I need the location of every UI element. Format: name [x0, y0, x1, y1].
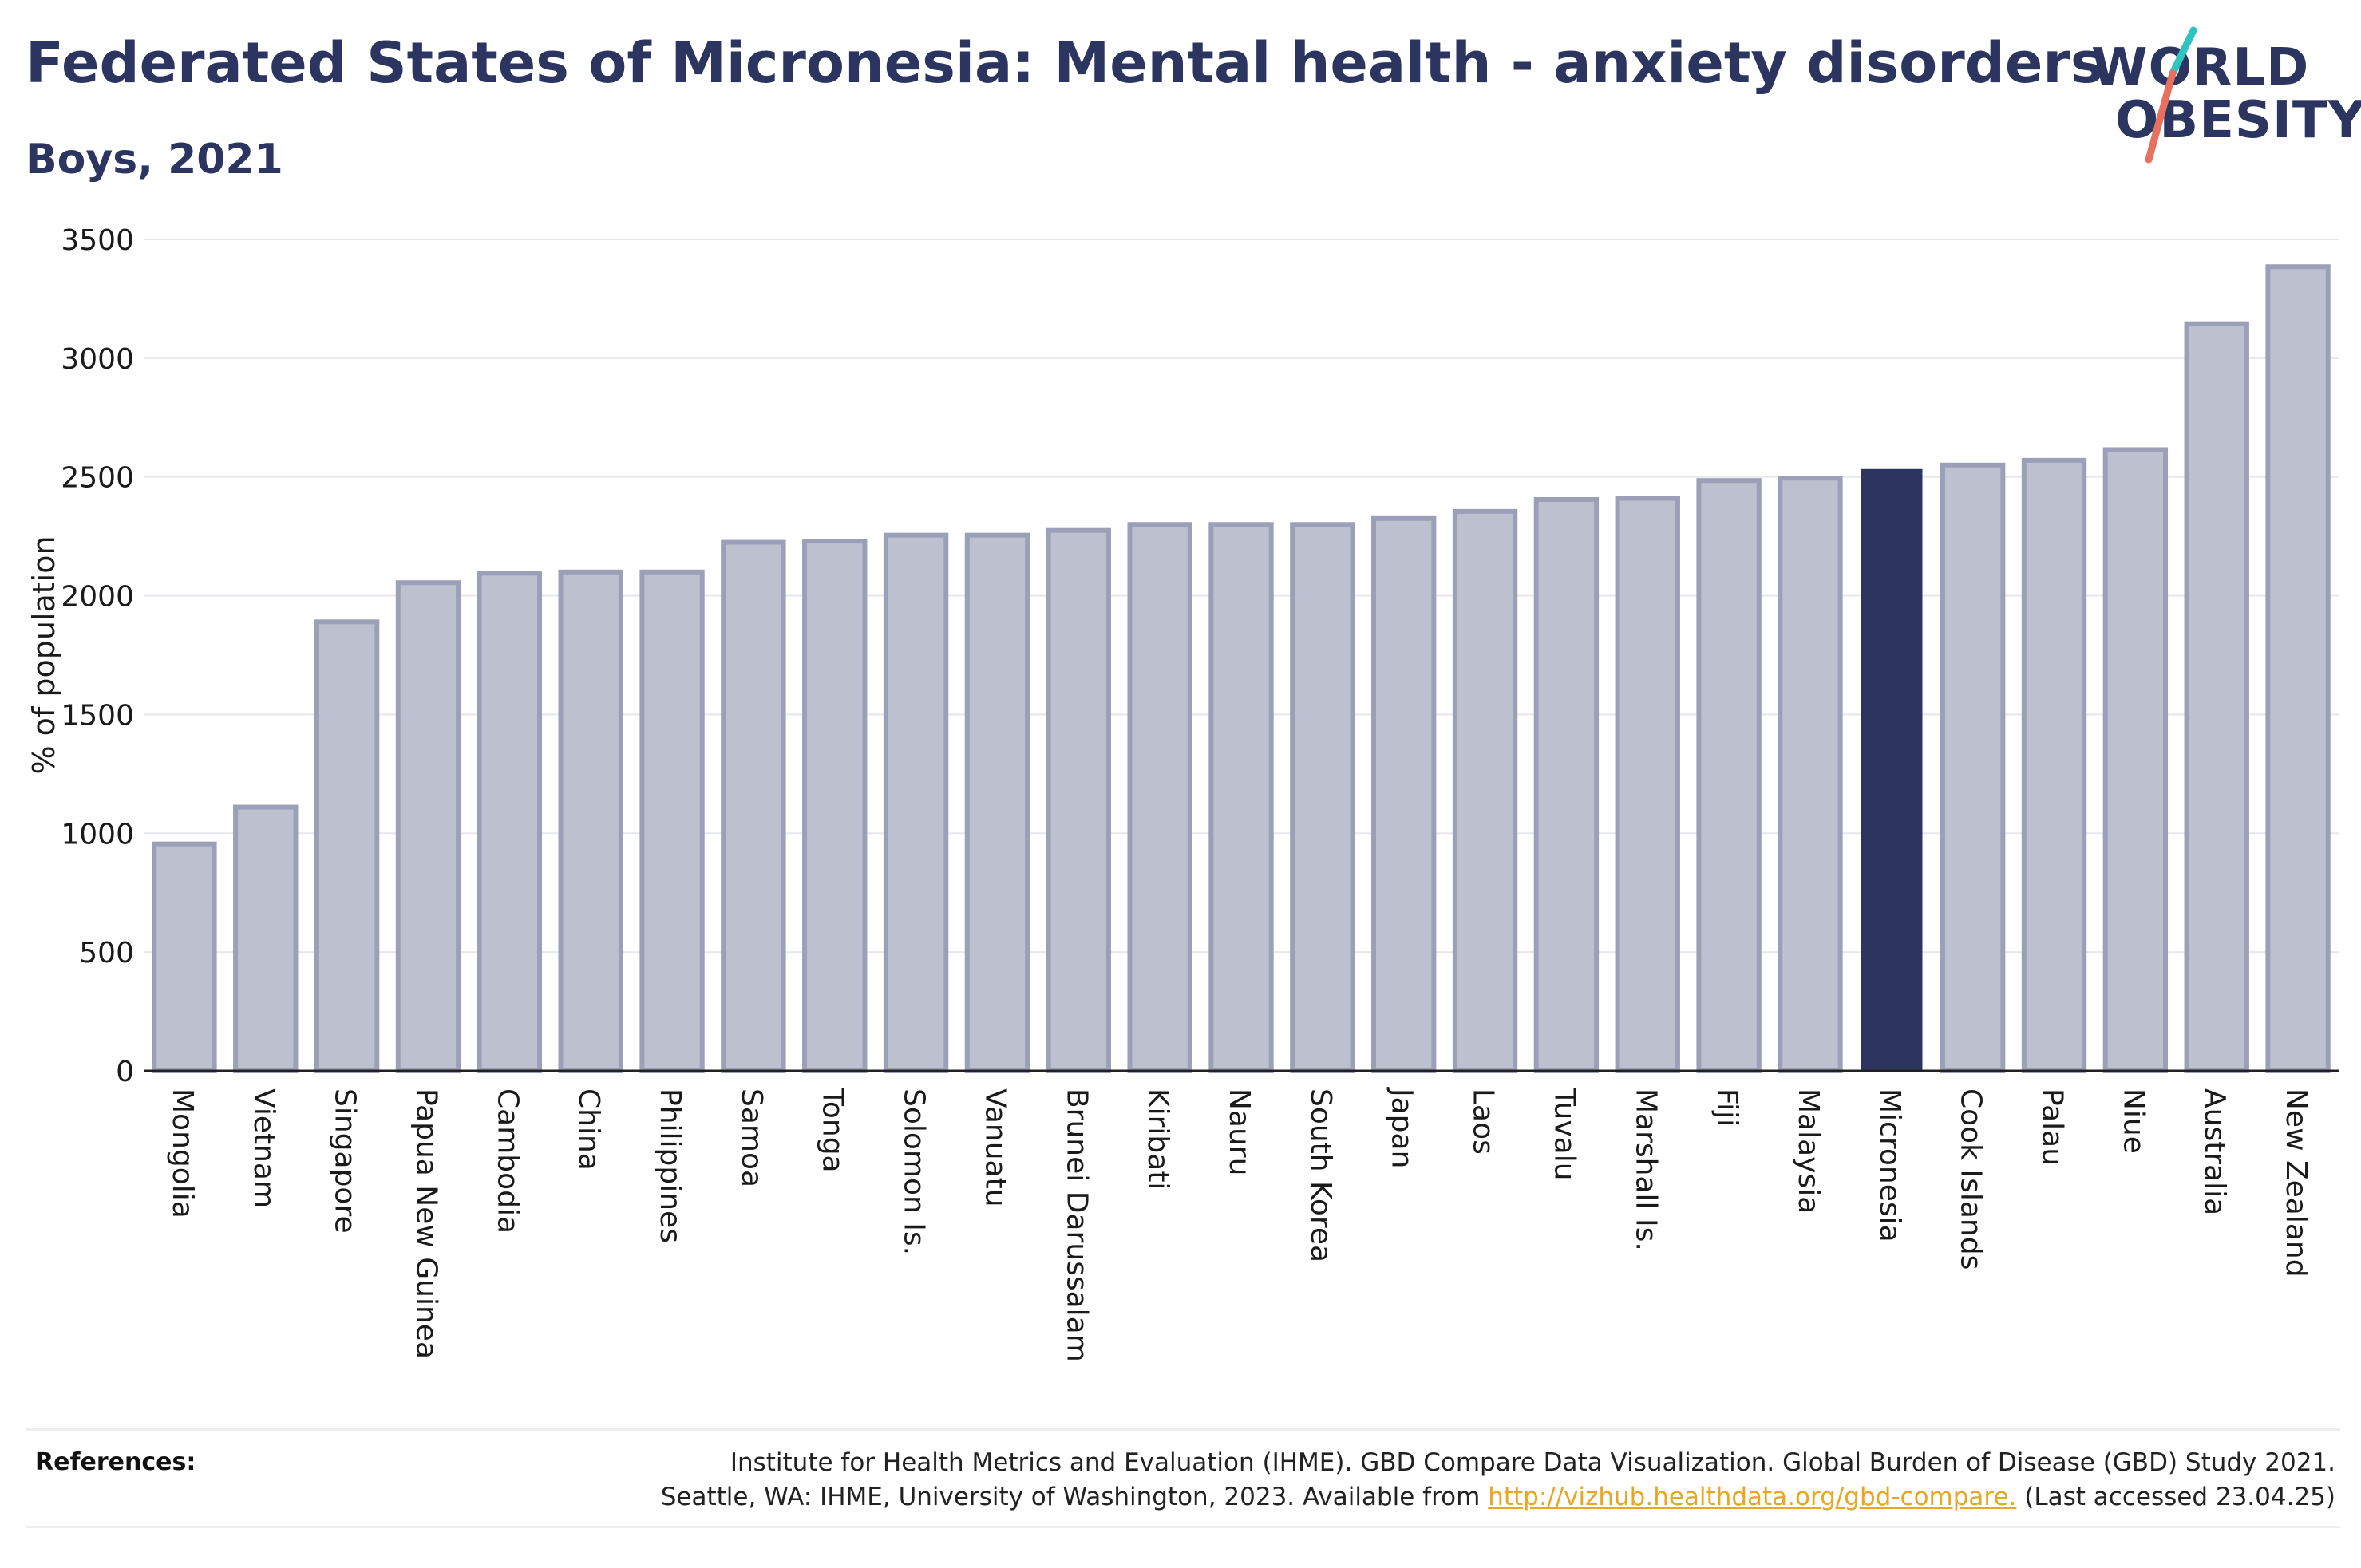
x-tick-label: Vanuatu: [979, 1088, 1011, 1207]
reference-link[interactable]: http://vizhub.healthdata.org/gbd-compare…: [1488, 1483, 2017, 1511]
bar-micronesia: [1861, 468, 1923, 1072]
x-tick-label: Australia: [2198, 1088, 2231, 1215]
x-tick-label: Japan: [1386, 1087, 1418, 1168]
references-divider-top: [26, 1428, 2340, 1431]
y-axis-ticks: 0 500 1000 1500 2000 2500 3000 3500: [61, 224, 134, 1088]
y-tick-label: 500: [79, 937, 134, 970]
bar-vanuatu: [964, 532, 1030, 1073]
x-tick-label: Malaysia: [1792, 1088, 1825, 1214]
y-tick-label: 3000: [61, 343, 134, 376]
y-tick-label: 2000: [61, 581, 134, 614]
bar-malaysia: [1778, 476, 1843, 1073]
y-tick-label: 1500: [61, 699, 134, 732]
x-tick-label: Solomon Is.: [898, 1088, 931, 1255]
bar-solomon-is-: [883, 532, 949, 1073]
x-tick-label: Singapore: [329, 1088, 362, 1234]
bar-tuvalu: [1533, 496, 1600, 1073]
reference-line-2-prefix: Seattle, WA: IHME, University of Washing…: [660, 1483, 1489, 1511]
x-tick-label: Philippines: [654, 1088, 686, 1243]
bar-new-zealand: [2265, 264, 2331, 1074]
bar-kiribati: [1127, 522, 1192, 1073]
bar-fiji: [1696, 478, 1762, 1073]
y-axis-label: % of population: [26, 535, 61, 774]
x-tick-label: Vietnam: [247, 1088, 280, 1208]
x-tick-label: Niue: [2117, 1088, 2149, 1154]
x-tick-label: Cook Islands: [1955, 1088, 1987, 1270]
bar-samoa: [721, 539, 786, 1074]
bar-mongolia: [152, 841, 217, 1073]
bar-japan: [1371, 515, 1437, 1074]
x-tick-label: New Zealand: [2280, 1088, 2312, 1278]
reference-line-1: Institute for Health Metrics and Evaluat…: [730, 1448, 2335, 1477]
bar-china: [558, 569, 623, 1073]
logo-line-1: WORLD: [2091, 38, 2310, 97]
bar-philippines: [639, 569, 705, 1073]
x-tick-label: Marshall Is.: [1629, 1088, 1662, 1251]
bar-cook-islands: [1940, 462, 2006, 1074]
y-tick-label: 1000: [61, 818, 134, 851]
x-tick-label: China: [572, 1088, 605, 1171]
bar-niue: [2102, 447, 2169, 1073]
bar-vietnam: [233, 804, 299, 1074]
chart-title: Federated States of Micronesia: Mental h…: [26, 30, 2104, 96]
references-divider-bottom: [26, 1526, 2340, 1528]
reference-line-2-suffix: (Last accessed 23.04.25): [2016, 1483, 2335, 1511]
x-tick-label: Tonga: [817, 1088, 849, 1173]
x-tick-label: Kiribati: [1141, 1088, 1174, 1190]
bar-singapore: [314, 619, 380, 1073]
bar-cambodia: [477, 571, 543, 1073]
references-label: References:: [35, 1448, 196, 1476]
bar-laos: [1452, 508, 1518, 1073]
x-tick-label: Fiji: [1710, 1088, 1743, 1127]
x-tick-label: Papua New Guinea: [409, 1088, 442, 1359]
bars: [152, 264, 2331, 1074]
x-axis-labels: Mongolia Vietnam Singapore Papua New Guinea…: [166, 1087, 2312, 1362]
bar-australia: [2184, 321, 2249, 1073]
world-obesity-logo: WORLD OBESITY: [2075, 24, 2361, 168]
reference-line-2: Seattle, WA: IHME, University of Washing…: [661, 1483, 2335, 1511]
chart-subtitle: Boys, 2021: [26, 136, 283, 184]
x-tick-label: Tuvalu: [1548, 1088, 1580, 1181]
bar-palau: [2021, 457, 2087, 1074]
x-tick-label: Brunei Darussalam: [1060, 1088, 1093, 1362]
x-tick-label: Micronesia: [1873, 1088, 1906, 1242]
logo-slash-icon: [2145, 26, 2197, 164]
y-tick-label: 2500: [61, 462, 134, 495]
y-tick-label: 3500: [61, 224, 134, 257]
y-tick-label: 0: [116, 1056, 134, 1088]
x-tick-label: Laos: [1467, 1088, 1500, 1155]
x-tick-label: South Korea: [1304, 1088, 1337, 1262]
bar-chart: 0 500 1000 1500 2000 2500 3000 3500 Mongolia Vie…: [26, 224, 2339, 1362]
bar-nauru: [1208, 522, 1274, 1073]
x-tick-label: Mongolia: [166, 1088, 199, 1218]
x-tick-label: Palau: [2036, 1088, 2069, 1166]
bar-marshall-is-: [1615, 496, 1680, 1074]
x-tick-label: Samoa: [735, 1088, 768, 1187]
bar-south-korea: [1290, 522, 1355, 1073]
bar-papua-new-guinea: [395, 580, 461, 1073]
x-tick-label: Cambodia: [491, 1088, 524, 1234]
bar-brunei-darussalam: [1046, 527, 1111, 1073]
bar-tonga: [802, 539, 868, 1073]
x-tick-label: Nauru: [1223, 1088, 1256, 1175]
